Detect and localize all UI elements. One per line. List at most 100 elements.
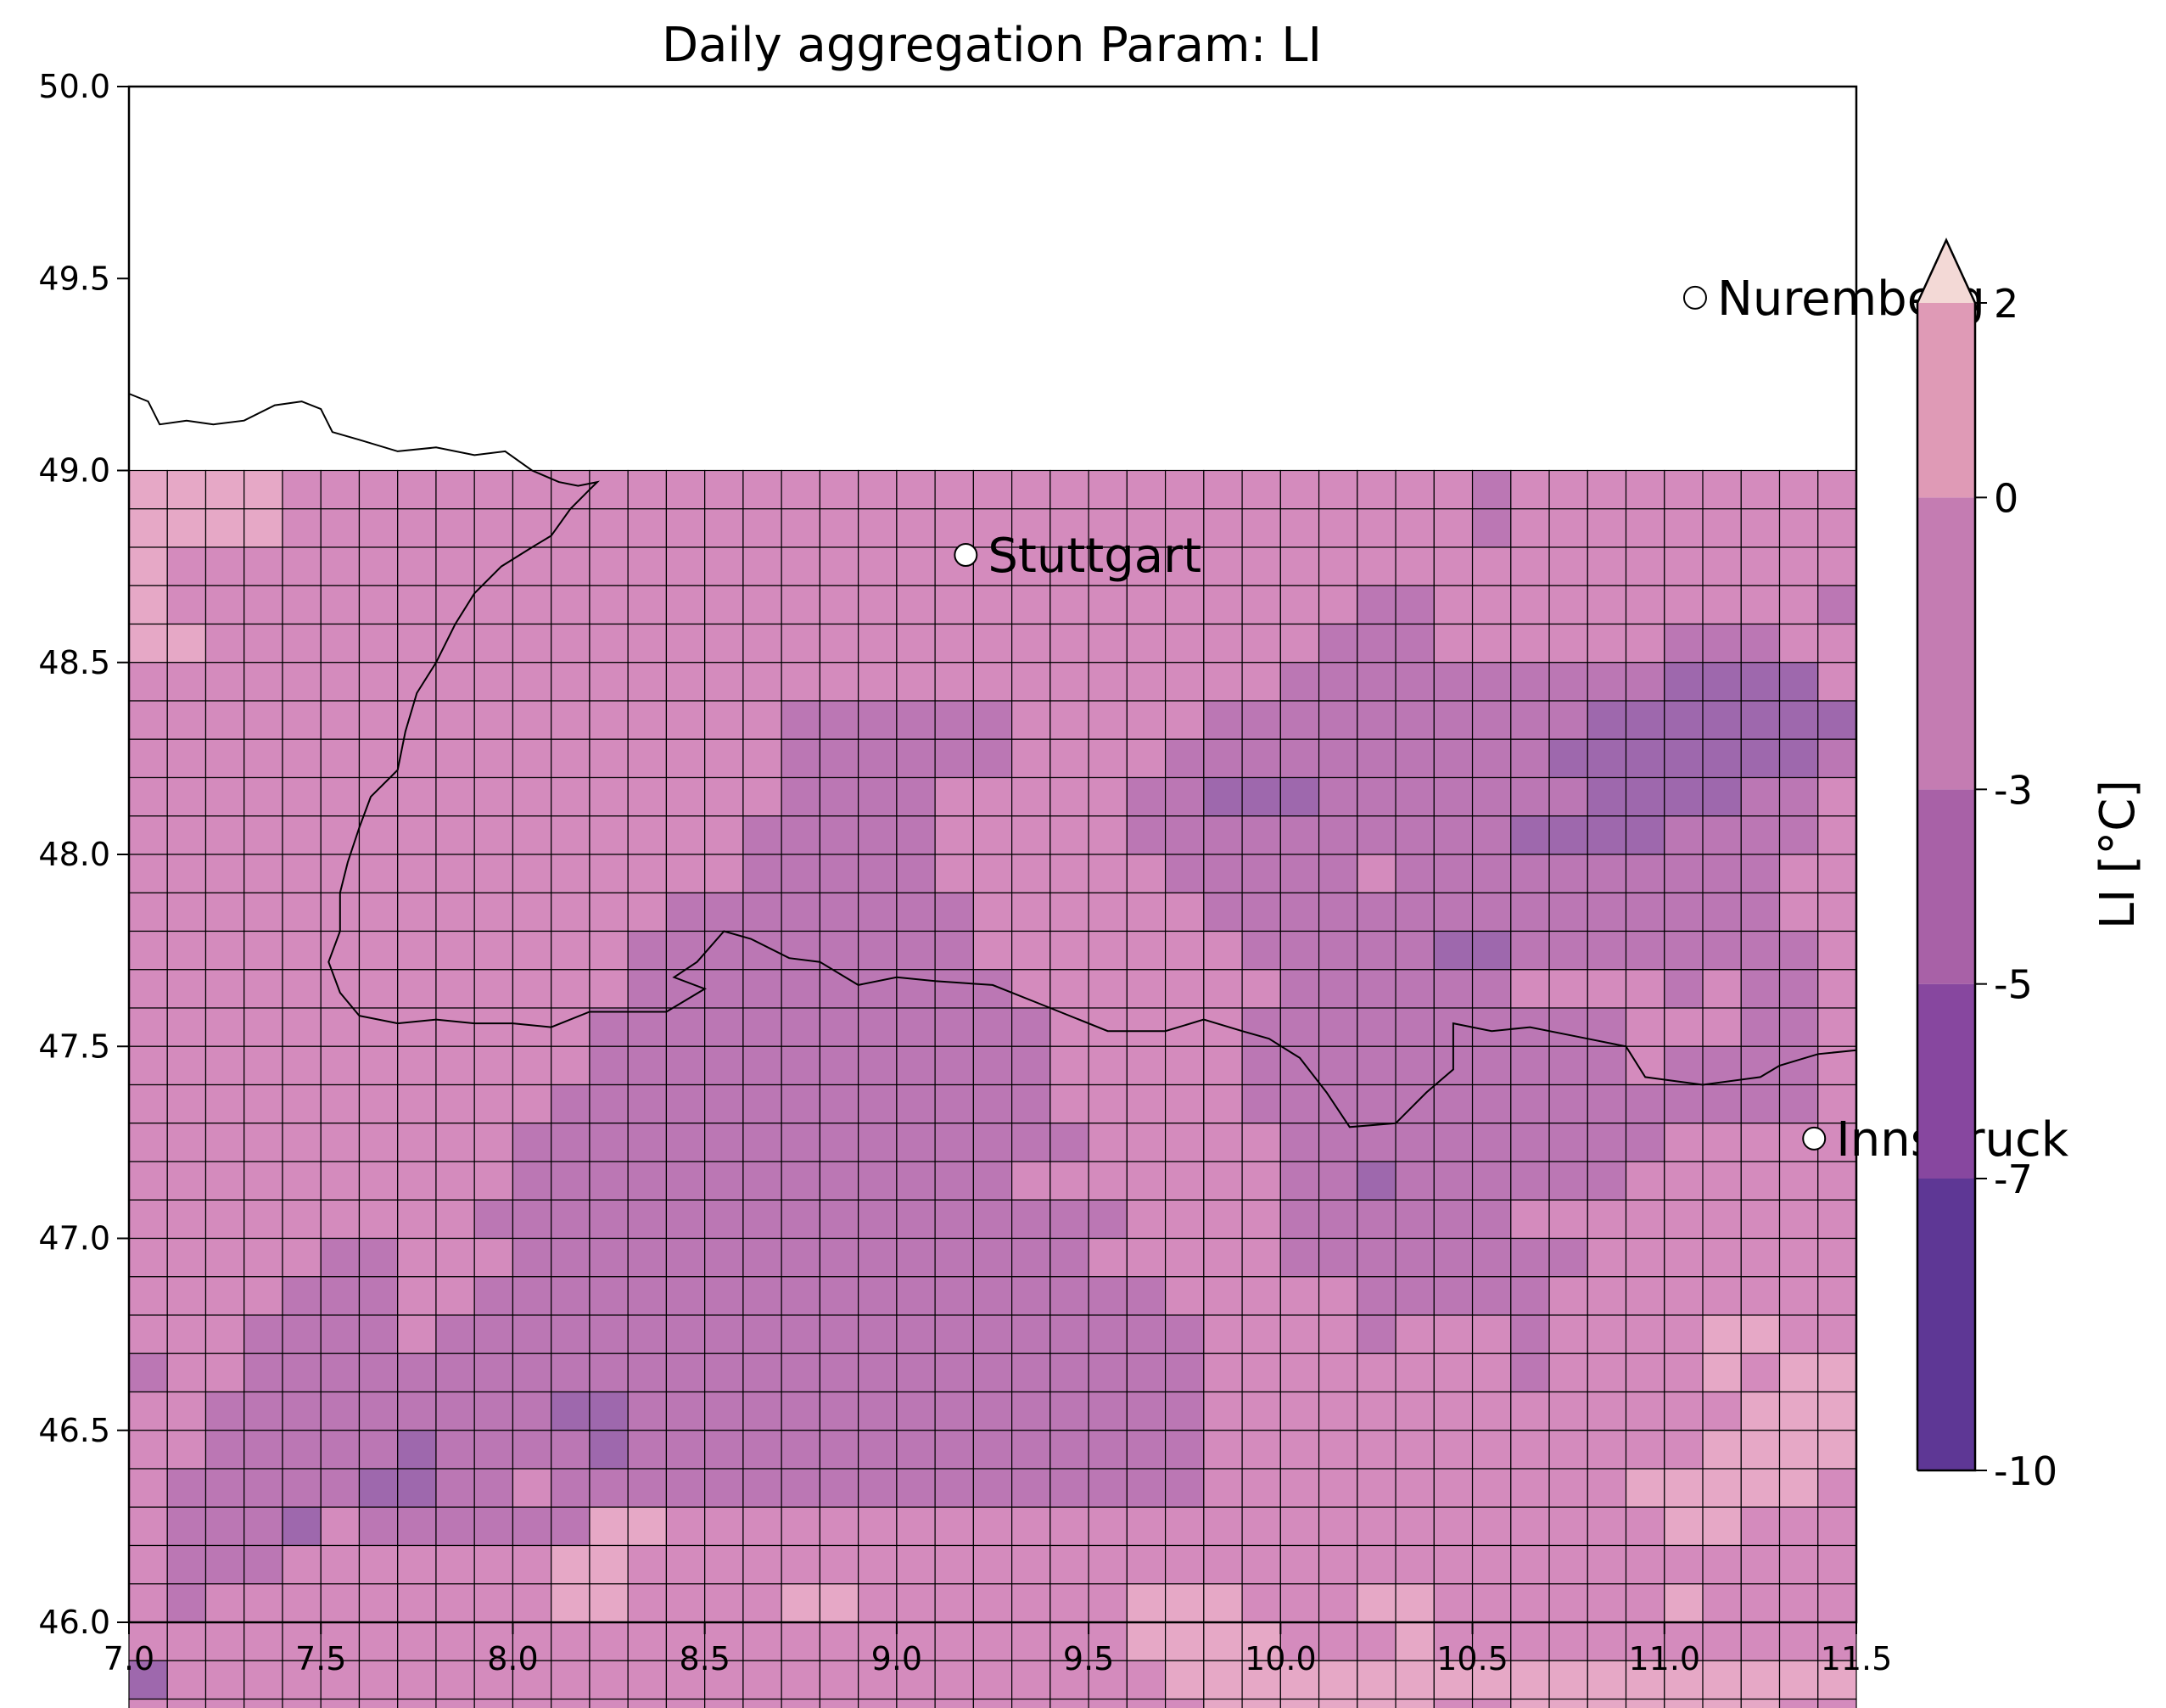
city-marker (954, 543, 978, 568)
heatmap-cell (166, 1161, 207, 1201)
heatmap-cell (1088, 1314, 1128, 1354)
heatmap-cell (589, 1045, 629, 1086)
heatmap-cell (972, 623, 1013, 664)
heatmap-cell (128, 1314, 168, 1354)
heatmap-cell (1817, 662, 1857, 702)
heatmap-cell (1203, 585, 1243, 625)
heatmap-cell (1011, 1468, 1051, 1508)
heatmap-cell (858, 1161, 898, 1201)
heatmap-cell (858, 1199, 898, 1240)
heatmap-cell (742, 1698, 782, 1708)
heatmap-cell (1664, 930, 1704, 971)
heatmap-cell (1433, 623, 1474, 664)
heatmap-cell (742, 1123, 782, 1162)
y-tick-label: 49.0 (38, 452, 110, 490)
heatmap-cell (1164, 1237, 1205, 1278)
heatmap-cell (1049, 546, 1089, 586)
heatmap-cell (896, 1660, 936, 1700)
heatmap-cell (1241, 892, 1281, 932)
heatmap-cell (704, 969, 744, 1009)
heatmap-cell (320, 1468, 361, 1508)
heatmap-cell (1817, 1237, 1857, 1278)
heatmap-cell (972, 1314, 1013, 1354)
heatmap-cell (358, 930, 399, 971)
heatmap-cell (819, 1199, 859, 1240)
heatmap-cell (1433, 1314, 1474, 1354)
heatmap-cell (819, 1314, 859, 1354)
heatmap-cell (1664, 1583, 1704, 1623)
heatmap-cell (742, 1506, 782, 1547)
heatmap-cell (1740, 815, 1781, 855)
heatmap-cell (934, 854, 974, 893)
heatmap-cell (1011, 623, 1051, 664)
heatmap-cell (1395, 1314, 1435, 1354)
heatmap-cell (512, 1314, 552, 1354)
heatmap-cell (1702, 1314, 1742, 1354)
heatmap-cell (358, 585, 399, 625)
heatmap-cell (1471, 969, 1512, 1009)
heatmap-cell (1395, 1506, 1435, 1547)
heatmap-cell (858, 969, 898, 1009)
heatmap-cell (1702, 1352, 1742, 1393)
heatmap-cell (551, 1430, 590, 1470)
heatmap-cell (972, 546, 1013, 586)
heatmap-cell (1471, 623, 1512, 664)
heatmap-cell (243, 854, 283, 893)
heatmap-cell (512, 1468, 552, 1508)
heatmap-cell (1164, 969, 1205, 1009)
heatmap-cell (1126, 1314, 1167, 1354)
heatmap-cell (934, 585, 974, 625)
heatmap-cell (1702, 1621, 1742, 1661)
heatmap-cell (819, 1007, 859, 1047)
heatmap-cell (589, 1468, 629, 1508)
heatmap-cell (1126, 1084, 1167, 1124)
heatmap-cell (1471, 1314, 1512, 1354)
heatmap-cell (742, 662, 782, 702)
heatmap-cell (512, 1430, 552, 1470)
heatmap-cell (1817, 930, 1857, 971)
heatmap-cell (243, 662, 283, 702)
heatmap-cell (1357, 700, 1396, 740)
heatmap-cell (896, 1314, 936, 1354)
heatmap-cell (972, 585, 1013, 625)
heatmap-cell (627, 508, 668, 548)
heatmap-cell (358, 738, 399, 779)
heatmap-cell (1318, 969, 1358, 1009)
heatmap-cell (934, 469, 974, 510)
heatmap-cell (742, 1237, 782, 1278)
heatmap-cell (742, 1468, 782, 1508)
heatmap-cell (1203, 1583, 1243, 1623)
heatmap-cell (320, 1123, 361, 1162)
heatmap-cell (665, 1430, 706, 1470)
heatmap-cell (204, 1199, 245, 1240)
heatmap-cell (128, 1391, 168, 1431)
heatmap-cell (1664, 508, 1704, 548)
heatmap-cell (1778, 815, 1819, 855)
heatmap-cell (1164, 1276, 1205, 1316)
heatmap-cell (1587, 508, 1627, 548)
heatmap-cell (397, 508, 437, 548)
heatmap-cell (972, 1660, 1013, 1700)
heatmap-cell (972, 892, 1013, 932)
heatmap-cell (1471, 1506, 1512, 1547)
heatmap-cell (896, 1391, 936, 1431)
heatmap-cell (1817, 623, 1857, 664)
heatmap-cell (1548, 1660, 1588, 1700)
heatmap-cell (1011, 585, 1051, 625)
heatmap-cell (781, 546, 821, 586)
heatmap-cell (243, 1237, 283, 1278)
heatmap-cell (589, 1007, 629, 1047)
heatmap-cell (473, 1391, 514, 1431)
heatmap-cell (589, 892, 629, 932)
heatmap-cell (435, 1123, 475, 1162)
heatmap-cell (627, 1391, 668, 1431)
heatmap-cell (1817, 1276, 1857, 1316)
heatmap-cell (512, 700, 552, 740)
heatmap-cell (282, 1544, 322, 1585)
heatmap-cell (1318, 700, 1358, 740)
heatmap-cell (1049, 585, 1089, 625)
heatmap-cell (473, 1468, 514, 1508)
heatmap-cell (934, 1468, 974, 1508)
heatmap-cell (1702, 1506, 1742, 1547)
heatmap-cell (896, 508, 936, 548)
